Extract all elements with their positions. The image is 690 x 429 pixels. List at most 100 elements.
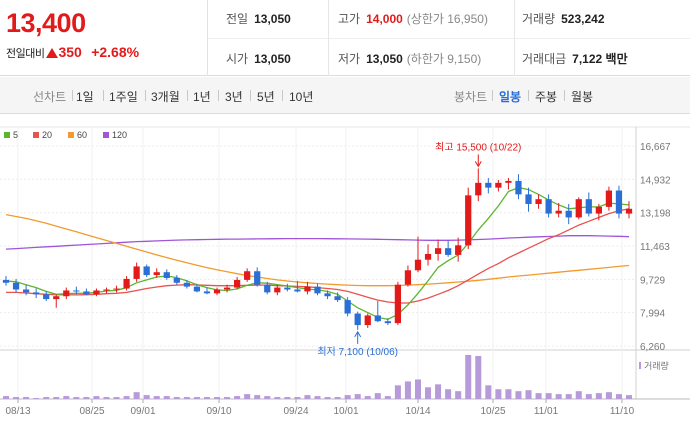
candle-up [103,289,110,291]
stat-value: 523,242 [561,12,605,26]
toolbar-separator [72,90,73,101]
volume-bar [224,397,231,399]
volume-bar [264,396,271,399]
volume-bar [615,394,622,399]
volume-bar [193,397,200,399]
high-marker-arrowhead [474,161,482,168]
candle-down [344,300,351,314]
candle-up [555,210,562,214]
period-3m[interactable]: 3개월 [151,90,180,104]
stock-chart[interactable]: 5 20 60 120 16,667 14,932 13,198 11,463 9,729 7,… [0,115,690,429]
candle-up [113,288,120,290]
toolbar-separator [528,90,529,101]
stat-value: 13,050 [366,52,403,66]
legend-label: 60 [77,130,87,140]
stat-label: 전일 [226,12,249,26]
volume-bar [304,395,311,399]
up-triangle-icon [46,48,59,58]
volume-bar [485,385,492,399]
volume-bar [314,396,321,399]
volume-bar [183,397,190,399]
period-1d[interactable]: 1일 [76,90,94,104]
candle-down [334,296,341,301]
candlestick-chart[interactable]: 5 20 60 120 16,667 14,932 13,198 11,463 9,729 7,… [0,115,690,429]
volume-bar [153,396,160,399]
candle-up [475,182,482,196]
y-tick-label: 14,932 [640,175,671,186]
volume-bar [133,392,140,399]
ma5-line [5,186,630,320]
ma60-line [5,213,630,287]
period-1w[interactable]: 1주일 [109,90,138,104]
stat-label: 저가 [338,52,361,66]
volume-bar [515,391,522,399]
candle-down [33,292,40,295]
x-tick-label: 10/25 [480,406,505,417]
volume-bar [324,397,331,399]
x-tick-label: 11/10 [610,406,635,417]
period-daily[interactable]: 일봉 [499,90,522,104]
candle-up [404,270,412,285]
volume-bar [455,391,462,399]
legend-label: 20 [42,130,52,140]
x-tick-label: 09/01 [130,406,155,417]
volume-bar [63,396,70,399]
y-tick-label: 7,994 [640,309,665,320]
candle-down [525,194,532,204]
period-1y[interactable]: 1년 [193,90,211,104]
stock-summary: 13,400 전일대비 350 +2.68% 전일 13,050 고가 14,000(… [0,0,690,76]
stat-sub: (하한가 9,150) [406,52,482,66]
stat-label: 거래량 [522,12,556,26]
period-5y[interactable]: 5년 [257,90,275,104]
volume-bar [495,389,502,399]
volume-bar [33,398,40,399]
volume-bar [103,397,110,399]
stat-label: 거래대금 [522,52,567,66]
volume-bar [53,397,60,399]
change-amount: 350 [58,44,82,60]
candle-up [223,287,231,290]
candle-down [545,199,552,214]
candle-down [615,190,623,214]
chart-toolbar: 선차트 1일 1주일 3개월 1년 3년 5년 10년 봉차트 일봉 주봉 월봉 [0,77,690,114]
volume-bar [73,397,80,399]
toolbar-separator [564,90,565,101]
volume-bar [535,393,542,399]
volume-bar [254,395,261,399]
volume-bar [505,389,512,399]
candle-up [233,279,241,288]
period-monthly[interactable]: 월봉 [571,90,594,104]
x-tick-label: 08/13 [5,406,30,417]
x-axis: 08/13 08/25 09/01 09/10 09/24 10/01 10/14 10/25… [5,399,635,417]
toolbar-separator [187,90,188,101]
period-10y[interactable]: 10년 [289,90,314,104]
candle-down [294,289,301,292]
stat-value: 14,000 [366,12,403,26]
legend: 5 20 60 120 [4,130,127,140]
x-tick-label: 11/01 [534,406,559,417]
volume-bar [43,397,50,399]
volume-bar [435,384,442,399]
candle-up [304,286,311,292]
period-weekly[interactable]: 주봉 [535,90,558,104]
toolbar-separator [282,90,283,101]
candle-chart-label: 봉차트 [454,90,488,104]
candle-down [183,282,190,287]
volume-bar [364,396,371,399]
volume-bar [284,397,291,399]
volume-bar [113,397,120,399]
volume-bar [595,393,602,399]
moving-averages [5,186,630,320]
volume-bar [354,394,361,399]
period-3y[interactable]: 3년 [225,90,243,104]
candle-down [445,248,452,255]
volume-bar [234,396,241,399]
volume-bar [625,395,633,399]
toolbar-separator [218,90,219,101]
volume-bar [414,379,421,399]
candle-up [364,315,371,326]
candle-down [143,266,150,276]
volume-bar [123,396,130,399]
volume-bar [203,397,210,399]
y-axis: 16,667 14,932 13,198 11,463 9,729 7,994 6,260 [640,142,671,353]
